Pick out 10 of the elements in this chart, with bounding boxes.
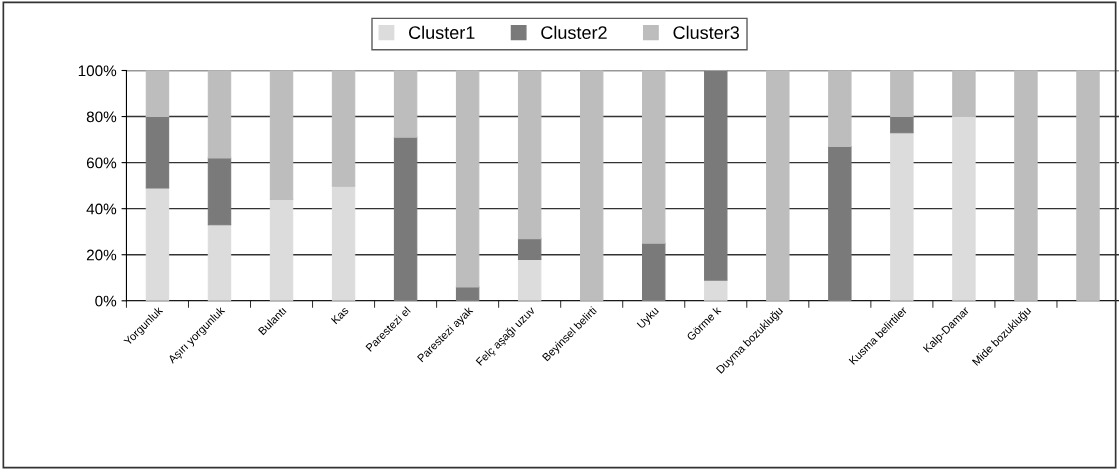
legend-label: Cluster2 bbox=[541, 25, 607, 40]
y-tick-label: 0% bbox=[95, 295, 117, 307]
y-tick-label: 20% bbox=[86, 249, 117, 261]
y-tick-label: 60% bbox=[86, 157, 117, 169]
x-tick-label: Kas bbox=[330, 306, 350, 325]
y-tick-label: 40% bbox=[86, 203, 117, 215]
y-tick-label: 100% bbox=[78, 65, 117, 77]
y-tick-label: 80% bbox=[86, 111, 117, 123]
legend-label: Cluster3 bbox=[673, 25, 739, 40]
legend-label: Cluster1 bbox=[409, 25, 475, 40]
